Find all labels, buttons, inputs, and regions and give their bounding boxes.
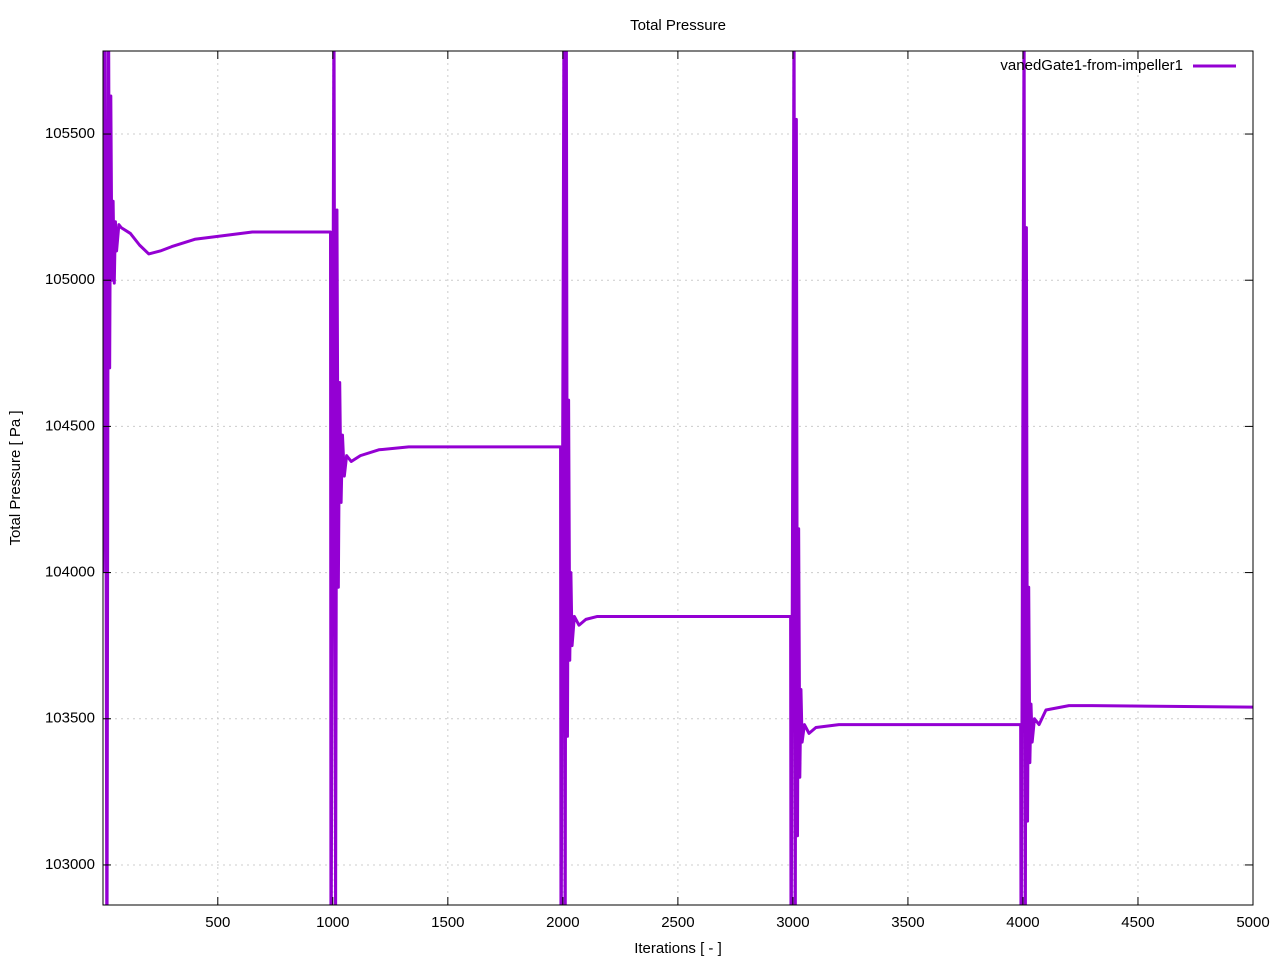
legend-label: vanedGate1-from-impeller1 <box>1000 57 1183 74</box>
x-tick-label: 4000 <box>1006 914 1039 931</box>
y-tick-label: 103000 <box>45 856 95 873</box>
y-tick-label: 103500 <box>45 710 95 727</box>
y-axis-label: Total Pressure [ Pa ] <box>7 410 24 545</box>
x-tick-label: 4500 <box>1121 914 1154 931</box>
grid <box>103 51 1254 905</box>
x-tick-label: 5000 <box>1236 914 1269 931</box>
x-tick-label: 500 <box>205 914 230 931</box>
y-tick-label: 104000 <box>45 564 95 581</box>
y-tick-label: 105500 <box>45 125 95 142</box>
y-tick-label: 105000 <box>45 271 95 288</box>
series-line <box>103 51 1253 905</box>
x-tick-label: 2000 <box>546 914 579 931</box>
x-axis-label: Iterations [ - ] <box>634 940 722 957</box>
y-tick-label: 104500 <box>45 417 95 434</box>
plot-area <box>103 51 1253 905</box>
x-tick-label: 3500 <box>891 914 924 931</box>
x-tick-label: 3000 <box>776 914 809 931</box>
x-tick-label: 1000 <box>316 914 349 931</box>
chart-title: Total Pressure <box>630 17 726 34</box>
x-tick-label: 2500 <box>661 914 694 931</box>
x-tick-label: 1500 <box>431 914 464 931</box>
